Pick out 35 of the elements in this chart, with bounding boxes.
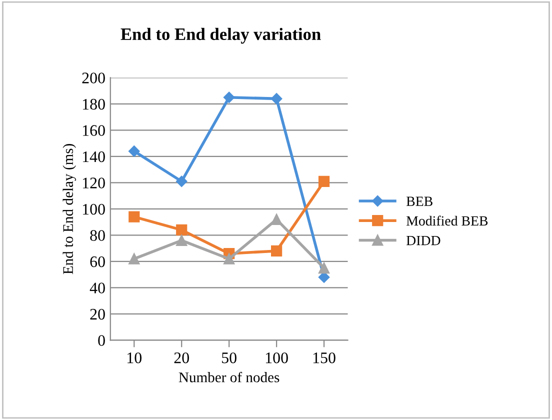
point xyxy=(176,176,188,187)
y-tick-label: 60 xyxy=(90,256,105,268)
chart-title: End to End delay variation xyxy=(120,28,321,44)
y-tick-label: 80 xyxy=(90,230,105,241)
point xyxy=(318,176,330,187)
y-tick-label: 200 xyxy=(82,72,105,84)
x-tick-label: 20 xyxy=(174,352,189,364)
y-tick-label: 0 xyxy=(98,335,105,346)
point xyxy=(128,253,140,264)
point xyxy=(128,211,140,222)
x-axis-title: Number of nodes xyxy=(178,372,280,382)
y-tick-label: 140 xyxy=(82,151,105,162)
y-axis-title: End to End delay (ms) xyxy=(62,144,76,274)
point xyxy=(176,234,188,246)
point xyxy=(223,92,235,103)
point xyxy=(128,146,140,157)
point xyxy=(224,253,235,264)
y-tick-label: 100 xyxy=(82,204,105,215)
x-tick-label: 10 xyxy=(128,352,142,364)
y-tick-label: 20 xyxy=(90,308,105,320)
point xyxy=(270,214,282,226)
point xyxy=(270,93,282,104)
point xyxy=(318,262,330,274)
x-tick-label: 50 xyxy=(222,352,236,364)
x-tick-label: 100 xyxy=(266,352,288,364)
y-tick-label: 180 xyxy=(82,98,105,110)
y-tick-label: 120 xyxy=(82,178,105,188)
legend-label: Modified BEB xyxy=(406,216,488,226)
y-tick-label: 160 xyxy=(82,125,105,136)
y-tick-label: 40 xyxy=(90,282,105,294)
legend-label: DIDD xyxy=(406,236,440,246)
x-tick-label: 150 xyxy=(313,352,336,364)
legend-label: BEB xyxy=(406,196,432,206)
point xyxy=(270,245,282,257)
point xyxy=(176,224,188,236)
